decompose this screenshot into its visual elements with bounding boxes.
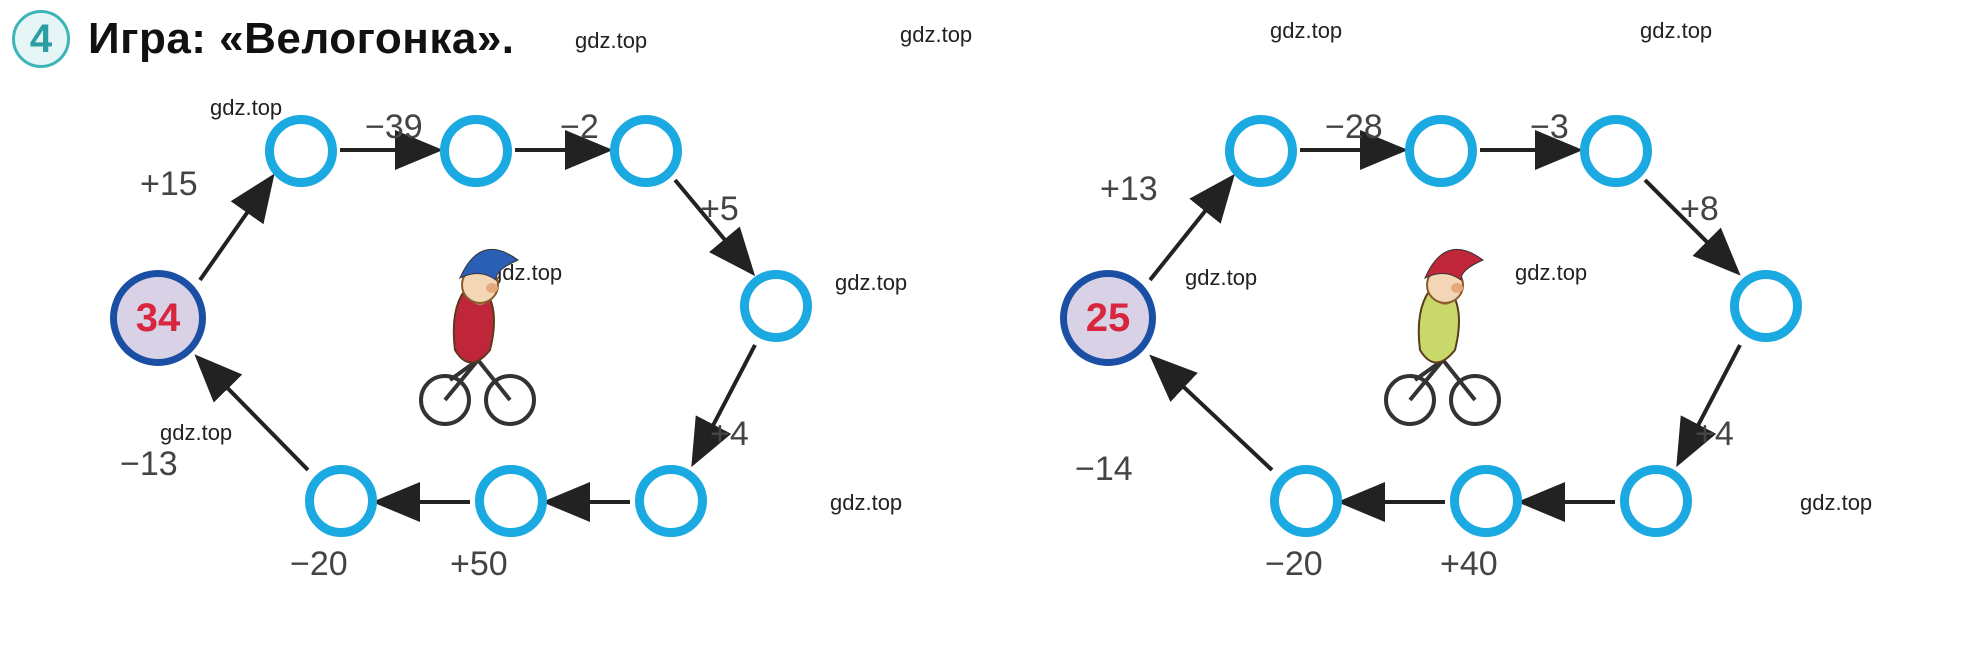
blank-node <box>1405 115 1477 187</box>
blank-node <box>1450 465 1522 537</box>
operation-label: +40 <box>1440 545 1498 584</box>
blank-node <box>1270 465 1342 537</box>
operation-label: −3 <box>1530 108 1569 147</box>
operation-label: +4 <box>710 415 749 454</box>
blank-node <box>1225 115 1297 187</box>
operation-label: +8 <box>1680 190 1719 229</box>
watermark: gdz.top <box>575 28 647 54</box>
blank-node <box>475 465 547 537</box>
operation-label: +15 <box>140 165 198 204</box>
operation-label: −28 <box>1325 108 1383 147</box>
operation-label: −20 <box>290 545 348 584</box>
blank-node <box>1580 115 1652 187</box>
problem-number-badge: 4 <box>12 10 70 68</box>
start-node: 34 <box>110 270 206 366</box>
blank-node <box>305 465 377 537</box>
watermark: gdz.top <box>1640 18 1712 44</box>
operation-label: +5 <box>700 190 739 229</box>
blank-node <box>1730 270 1802 342</box>
header: 4 Игра: «Велогонка». <box>12 10 515 68</box>
operation-label: +50 <box>450 545 508 584</box>
arrow <box>1150 180 1230 280</box>
blank-node <box>610 115 682 187</box>
cyclist-icon <box>1365 240 1515 430</box>
board-right: 25 +13 −28 −3 +8 +4 +40 −20 −14 <box>1040 70 1920 630</box>
operation-label: +4 <box>1695 415 1734 454</box>
operation-label: −14 <box>1075 450 1133 489</box>
arrow <box>200 180 270 280</box>
watermark: gdz.top <box>1270 18 1342 44</box>
blank-node <box>740 270 812 342</box>
operation-label: −13 <box>120 445 178 484</box>
blank-node <box>1620 465 1692 537</box>
watermark: gdz.top <box>900 22 972 48</box>
arrow <box>200 360 308 470</box>
blank-node <box>635 465 707 537</box>
board-left: 34 +15 −39 −2 +5 +4 +50 −20 −13 <box>90 70 970 630</box>
operation-label: −20 <box>1265 545 1323 584</box>
start-node: 25 <box>1060 270 1156 366</box>
arrow <box>1155 360 1272 470</box>
page-title: Игра: «Велогонка». <box>88 14 515 64</box>
operation-label: +13 <box>1100 170 1158 209</box>
blank-node <box>265 115 337 187</box>
cyclist-icon <box>400 240 550 430</box>
blank-node <box>440 115 512 187</box>
operation-label: −39 <box>365 108 423 147</box>
operation-label: −2 <box>560 108 599 147</box>
